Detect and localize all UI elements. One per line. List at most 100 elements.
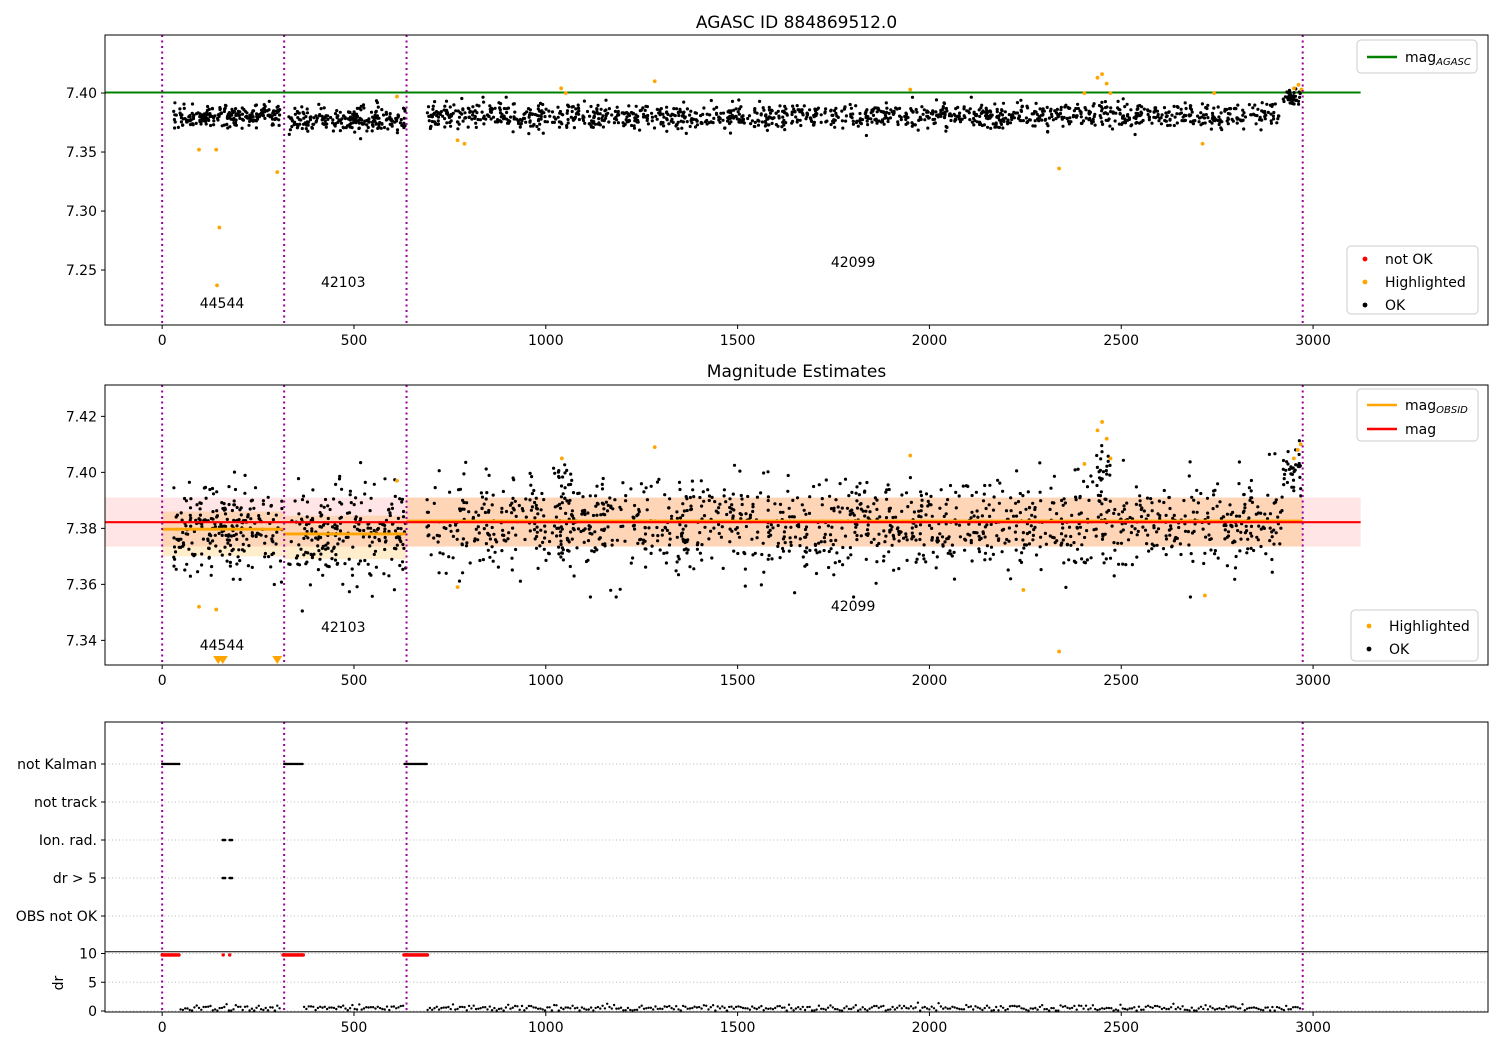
scatter-point [207,533,211,537]
scatter-point [1219,111,1223,115]
dr-trace-point [444,1006,448,1009]
scatter-point [210,114,214,119]
scatter-point [437,469,441,473]
scatter-point [603,544,607,548]
scatter-point [574,107,578,111]
scatter-point [1298,95,1302,99]
scatter-point [341,582,345,586]
scatter-point [610,543,614,547]
scatter-point [750,119,755,123]
scatter-point [814,571,819,576]
scatter-point [728,131,733,135]
scatter-point [458,487,463,491]
dr-trace-point [1225,1005,1228,1008]
scatter-point [222,502,226,506]
scatter-point [1270,570,1274,574]
scatter-point [778,510,783,514]
dr-trace-point [472,1004,475,1007]
scatter-point [961,484,965,488]
scatter-point [386,508,391,512]
scatter-point [589,104,593,109]
dr-trace-point [1287,1008,1290,1011]
scatter-point [287,562,291,566]
dr-trace-point [1135,1009,1138,1012]
scatter-point [843,534,848,538]
scatter-point [1100,120,1104,124]
scatter-point [1130,517,1135,521]
scatter-point [176,125,180,129]
dr-trace-point [751,1005,754,1008]
scatter-point [654,114,658,118]
scatter-point [1098,114,1102,118]
scatter-point [858,481,862,485]
scatter-point [659,107,663,111]
scatter-point [1059,108,1063,112]
scatter-point [568,564,572,569]
scatter-point [1101,534,1105,538]
scatter-point [910,537,914,541]
scatter-point [187,480,191,484]
highlighted-point [1104,436,1109,441]
dr-trace-point [1197,1007,1200,1010]
dr-trace-point [184,1007,187,1010]
scatter-point [665,105,669,109]
scatter-point [572,528,576,532]
dr-trace-point [1070,1006,1074,1010]
scatter-point [500,510,504,514]
scatter-point [767,553,771,558]
dr-trace-point [843,1007,846,1010]
scatter-point [804,525,809,529]
scatter-point [387,529,391,534]
scatter-point [498,108,502,112]
scatter-point [240,112,245,116]
scatter-point [1272,117,1276,121]
scatter-point [222,524,226,528]
scatter-point [543,524,547,528]
scatter-point [884,490,888,494]
dr-trace-point [321,1006,324,1009]
scatter-point [487,533,492,537]
dr-trace-point [1153,1004,1157,1008]
dr-trace-point [1080,1004,1083,1008]
obsid-annotation: 42099 [831,599,876,615]
scatter-point [1214,118,1218,122]
dr-trace-point [195,1004,198,1007]
scatter-point [767,108,772,112]
dr-trace-point [1179,1007,1182,1011]
scatter-point [436,115,441,119]
scatter-point [942,514,946,519]
scatter-point [834,538,838,543]
dr-trace-point [1144,1005,1148,1008]
scatter-point [1062,497,1066,501]
scatter-point [581,528,586,533]
scatter-point [425,111,429,115]
scatter-point [482,122,486,126]
dr-trace-point [624,1009,627,1012]
scatter-point [882,529,886,533]
scatter-point [919,493,924,498]
scatter-point [1232,107,1236,111]
dr-trace-point [564,1006,567,1009]
scatter-point [882,111,886,115]
scatter-point [1250,534,1254,538]
scatter-point [1272,528,1276,532]
scatter-point [348,125,352,129]
scatter-point [388,511,392,515]
dr-trace-point [200,1008,203,1011]
scatter-point [612,121,617,125]
scatter-point [896,120,900,124]
scatter-point [1046,124,1050,128]
scatter-point [594,494,598,498]
scatter-point [585,109,590,114]
scatter-point [1138,494,1142,498]
dr-capped-point [177,953,181,957]
scatter-point [767,105,771,109]
dr-trace-point [939,1005,943,1008]
scatter-point [1189,113,1193,117]
scatter-point [1099,513,1103,517]
scatter-point [368,544,372,548]
dr-trace-point [831,1006,834,1009]
scatter-point [744,512,748,516]
scatter-point [836,505,840,509]
scatter-point [261,114,265,118]
